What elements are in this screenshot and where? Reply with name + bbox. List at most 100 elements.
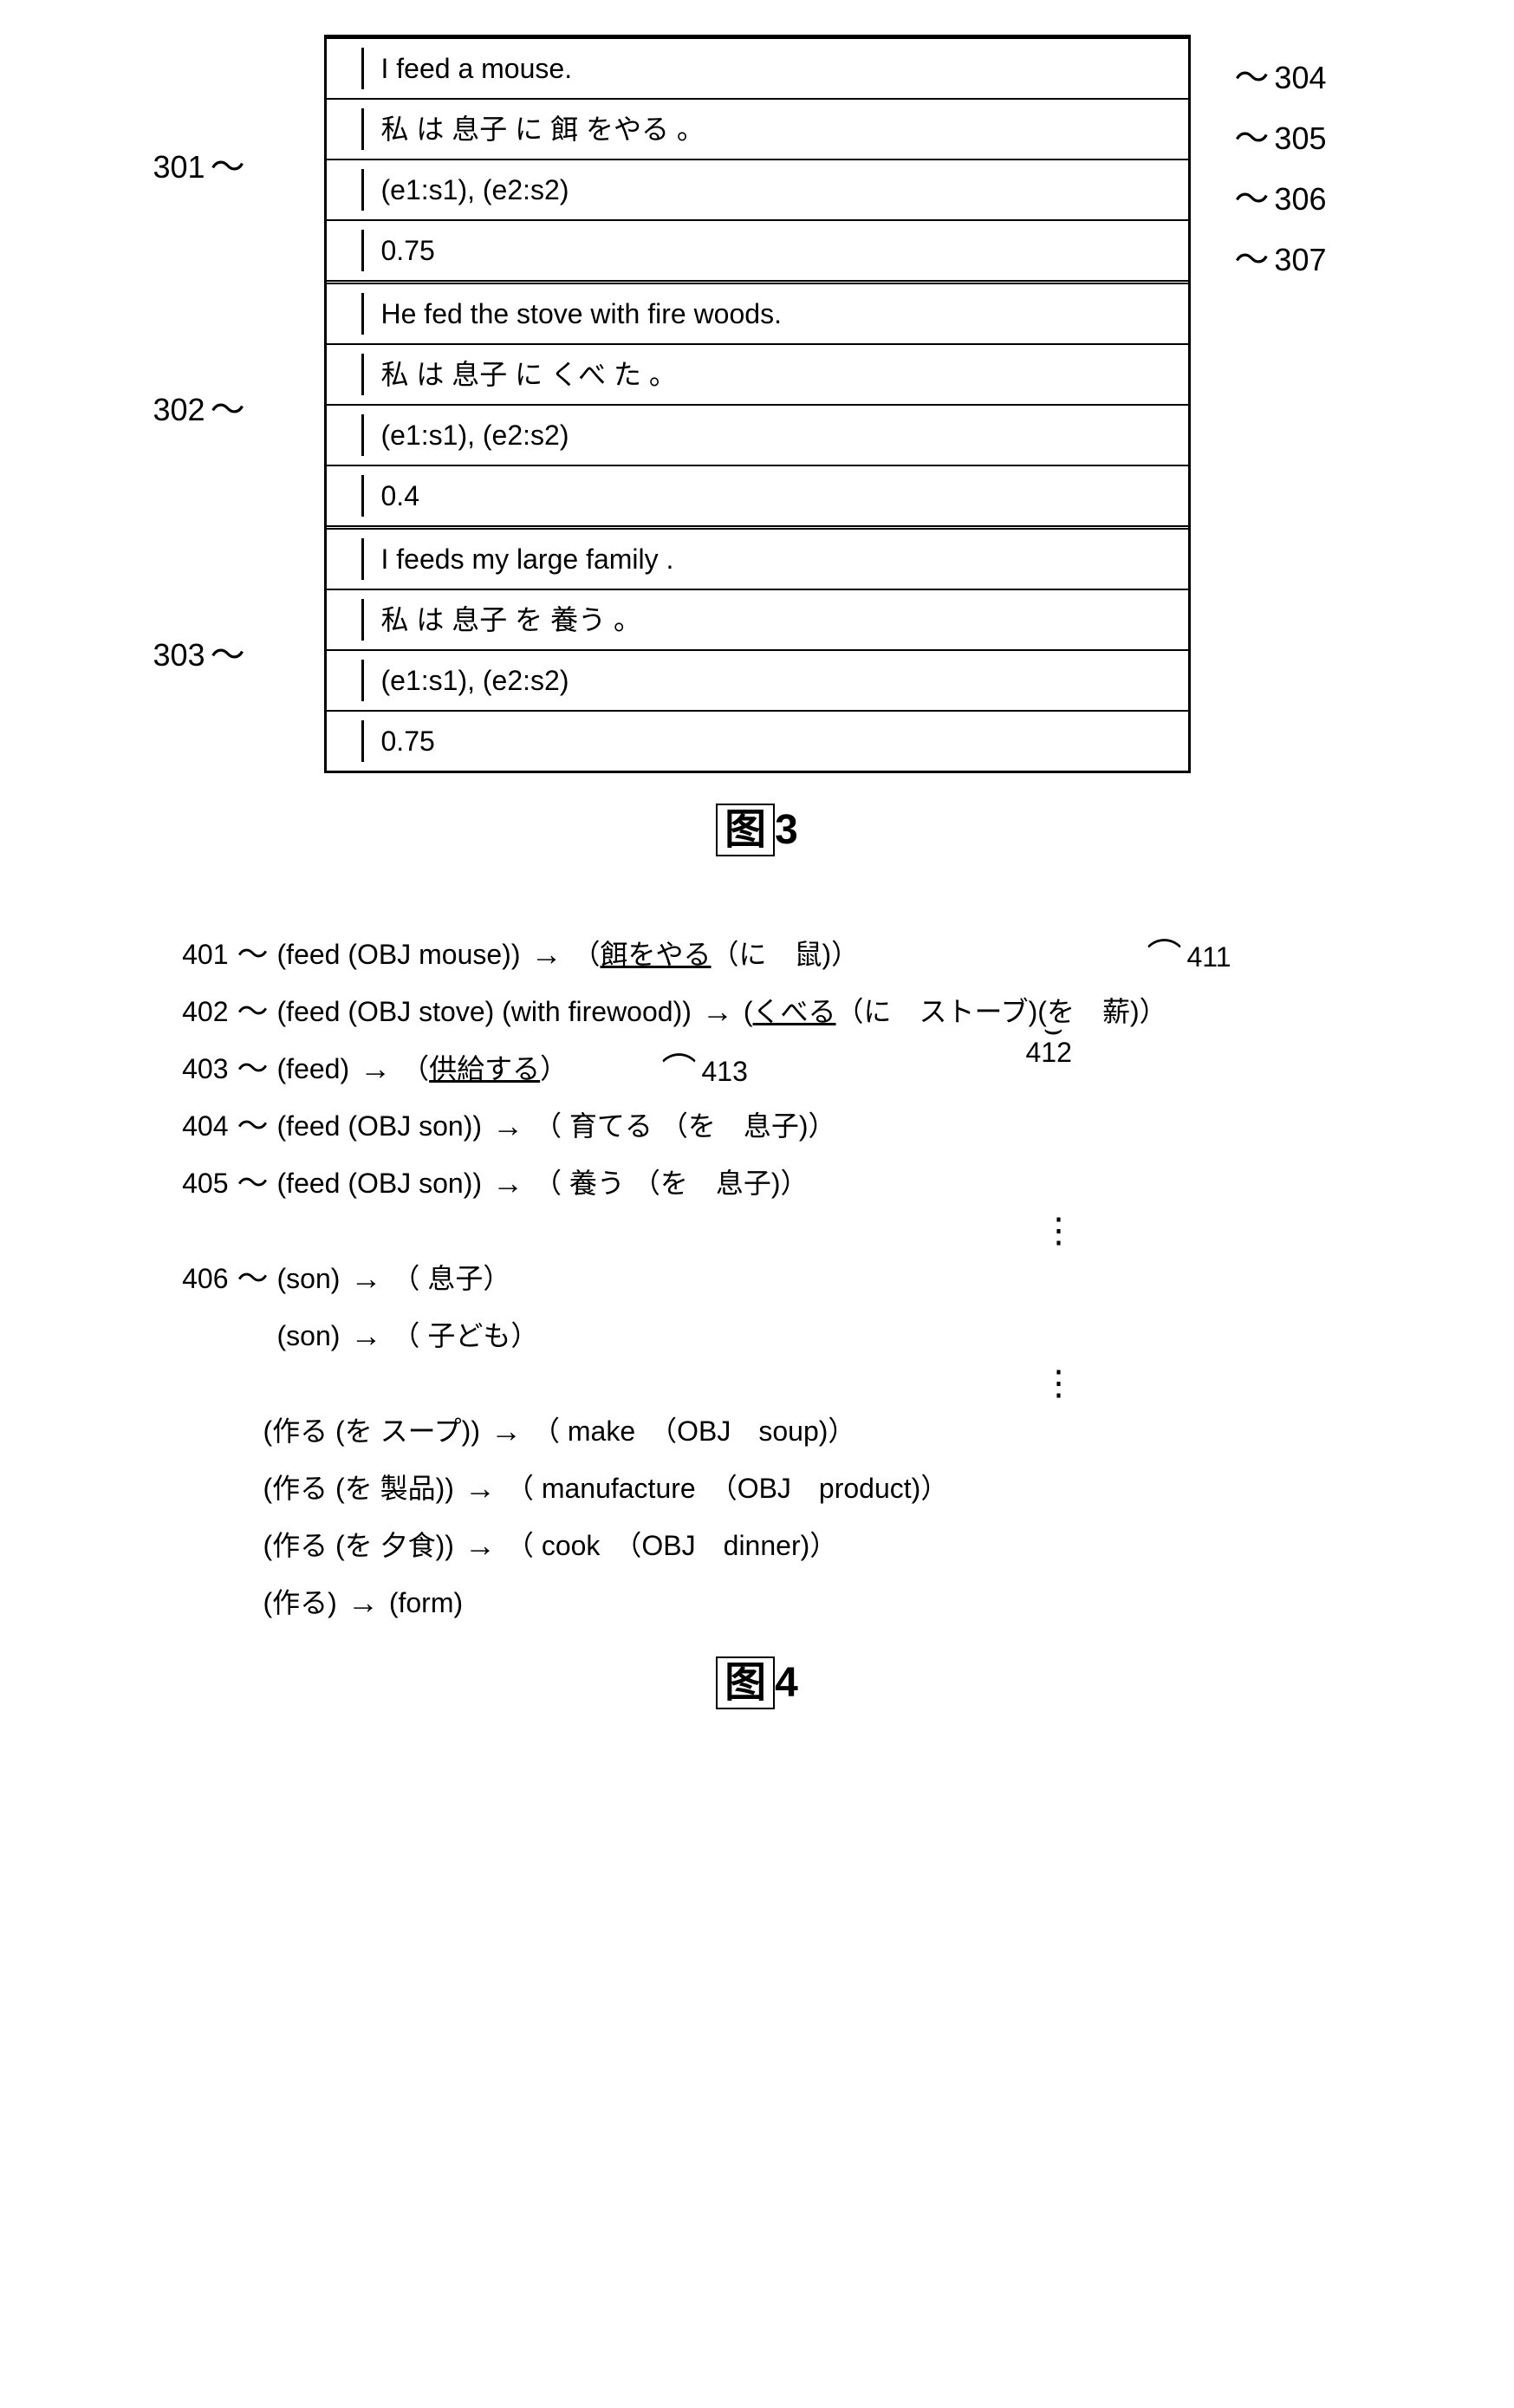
- tilde-icon: 〜: [237, 1103, 269, 1149]
- table-row: 私 は 息子 に くべ た 。: [327, 343, 1188, 404]
- rule-rhs: （供給する）: [401, 1048, 568, 1090]
- record-302: 302〜He fed the stove with fire woods.私 は…: [327, 280, 1188, 525]
- rule-line: (作る (を 夕食)) →（ cook （OBJ dinner)）: [107, 1522, 1407, 1569]
- arrow-icon: →: [465, 1522, 496, 1569]
- rule-rhs: （ 育てる （を 息子)）: [534, 1105, 835, 1147]
- rule-lhs: (feed (OBJ son)): [277, 1105, 483, 1147]
- vdots-icon: ⋮: [107, 1370, 1407, 1397]
- table-row: (e1:s1), (e2:s2): [327, 649, 1188, 710]
- record-label-left: 302〜: [153, 384, 250, 436]
- arrow-icon: →: [350, 1312, 381, 1359]
- annotation-label: ⌒411: [1147, 931, 1231, 983]
- rule-lhs: (作る (を 製品)): [263, 1468, 454, 1509]
- rule-rhs: （ 養う （を 息子)）: [534, 1162, 808, 1204]
- rule-line: 405〜(feed (OBJ son))→ （ 養う （を 息子)）: [107, 1160, 1407, 1207]
- rule-rhs: （ 息子）: [392, 1258, 510, 1299]
- row-text: 0.75: [361, 230, 1171, 271]
- table-row: (e1:s1), (e2:s2): [327, 404, 1188, 465]
- rule-lhs: (feed (OBJ mouse)): [277, 934, 521, 975]
- rule-label: 404: [107, 1105, 229, 1147]
- rule-rhs: （ manufacture （OBJ product)）: [506, 1468, 948, 1509]
- tilde-icon: 〜: [237, 931, 269, 978]
- arrow-icon: →: [530, 931, 562, 978]
- rule-line: 〜(son)→（ 子ども）: [107, 1312, 1407, 1359]
- row-text: 0.75: [361, 720, 1171, 762]
- table-row: 私 は 息子 を 養う 。: [327, 589, 1188, 649]
- row-text: I feed a mouse.: [361, 48, 1171, 89]
- table-row: 0.75: [327, 710, 1188, 771]
- rule-rhs: (form): [389, 1582, 463, 1624]
- rule-lhs: (son): [277, 1315, 341, 1357]
- row-text: 0.4: [361, 475, 1171, 517]
- row-label-right: 〜304: [1229, 52, 1326, 104]
- table-row: 私 は 息子 に 餌 をやる 。〜305: [327, 98, 1188, 159]
- caption-3-num: 3: [775, 807, 798, 853]
- row-text: (e1:s1), (e2:s2): [361, 660, 1171, 701]
- figure-3: 301〜I feed a mouse.〜304私 は 息子 に 餌 をやる 。〜…: [151, 35, 1364, 862]
- rule-rhs: (くべる（に ストーブ)(を 薪)）: [744, 991, 1167, 1032]
- rule-label: 403: [107, 1048, 229, 1090]
- rule-line: 402〜(feed (OBJ stove) (with firewood))→ (…: [107, 988, 1407, 1035]
- arrow-icon: →: [350, 1255, 381, 1302]
- tilde-icon: 〜: [237, 1045, 269, 1092]
- tilde-icon: 〜: [237, 988, 269, 1035]
- tilde-icon: 〜: [237, 1160, 269, 1207]
- rule-lhs: (son): [277, 1258, 341, 1299]
- rule-rhs: （餌をやる（に 鼠)）: [572, 934, 859, 975]
- rule-label: 406: [107, 1258, 229, 1299]
- arrow-icon: →: [492, 1103, 523, 1149]
- row-text: I feeds my large family .: [361, 538, 1171, 580]
- rule-line: (作る (を スープ))→（ make （OBJ soup)）: [107, 1408, 1407, 1455]
- figure-4-caption: 图4: [107, 1652, 1407, 1715]
- rule-lhs: (作る (を 夕食)): [263, 1525, 454, 1566]
- table-row: (e1:s1), (e2:s2)〜306: [327, 159, 1188, 219]
- row-text: (e1:s1), (e2:s2): [361, 169, 1171, 211]
- rule-lhs: (feed): [277, 1048, 350, 1090]
- rule-lhs: (作る (を スープ)): [263, 1410, 481, 1452]
- rule-lhs: (feed (OBJ son)): [277, 1162, 483, 1204]
- row-text: 私 は 息子 に 餌 をやる 。: [361, 108, 1171, 150]
- rule-label: 401: [107, 934, 229, 975]
- figure-4: 401〜(feed (OBJ mouse))→（餌をやる（に 鼠)）⌒41140…: [107, 931, 1407, 1715]
- rule-line: 406〜(son)→ （ 息子）: [107, 1255, 1407, 1302]
- arrow-icon: →: [492, 1160, 523, 1207]
- row-text: (e1:s1), (e2:s2): [361, 414, 1171, 456]
- rule-line: 403〜(feed)→（供給する）⌒413: [107, 1045, 1407, 1092]
- table-row: I feed a mouse.〜304: [327, 37, 1188, 98]
- figure-3-caption: 图3: [151, 799, 1364, 862]
- rule-lhs: (作る): [263, 1582, 337, 1624]
- arrow-icon: →: [348, 1579, 379, 1626]
- table-row: 0.75〜307: [327, 219, 1188, 280]
- row-label-right: 〜305: [1229, 113, 1326, 165]
- vdots-icon: ⋮: [107, 1217, 1407, 1245]
- rule-lhs: (feed (OBJ stove) (with firewood)): [277, 991, 692, 1032]
- tilde-icon: 〜: [237, 1255, 269, 1302]
- rule-line: (作る) →(form): [107, 1579, 1407, 1626]
- records-table: 301〜I feed a mouse.〜304私 は 息子 に 餌 をやる 。〜…: [324, 35, 1191, 773]
- record-303: 303〜I feeds my large family .私 は 息子 を 養う…: [327, 525, 1188, 771]
- rule-rhs: （ make （OBJ soup)）: [532, 1410, 855, 1452]
- row-text: He fed the stove with fire woods.: [361, 293, 1171, 335]
- rule-rhs: （ cook （OBJ dinner)）: [506, 1525, 837, 1566]
- rule-line: 404〜(feed (OBJ son))→ （ 育てる （を 息子)）: [107, 1103, 1407, 1149]
- rule-label: 405: [107, 1162, 229, 1204]
- arrow-icon: →: [702, 988, 733, 1035]
- record-301: 301〜I feed a mouse.〜304私 は 息子 に 餌 をやる 。〜…: [327, 37, 1188, 280]
- rule-line: 401〜(feed (OBJ mouse))→（餌をやる（に 鼠)）⌒411: [107, 931, 1407, 978]
- table-row: 0.4: [327, 465, 1188, 525]
- row-text: 私 は 息子 を 養う 。: [361, 599, 1171, 641]
- table-row: He fed the stove with fire woods.: [327, 280, 1188, 343]
- row-label-right: 〜307: [1229, 234, 1326, 286]
- record-label-left: 303〜: [153, 629, 250, 681]
- rule-line: (作る (を 製品)) →（ manufacture （OBJ product)）: [107, 1465, 1407, 1512]
- arrow-icon: →: [491, 1408, 522, 1455]
- record-label-left: 301〜: [153, 141, 250, 193]
- rule-rhs: （ 子ども）: [392, 1315, 538, 1357]
- annotation-label: ⌒413: [662, 1045, 748, 1097]
- arrow-icon: →: [465, 1465, 496, 1512]
- arrow-icon: →: [360, 1045, 391, 1092]
- rule-label: 402: [107, 991, 229, 1032]
- row-text: 私 は 息子 に くべ た 。: [361, 354, 1171, 395]
- row-label-right: 〜306: [1229, 173, 1326, 225]
- caption-3-prefix: 图: [716, 804, 775, 856]
